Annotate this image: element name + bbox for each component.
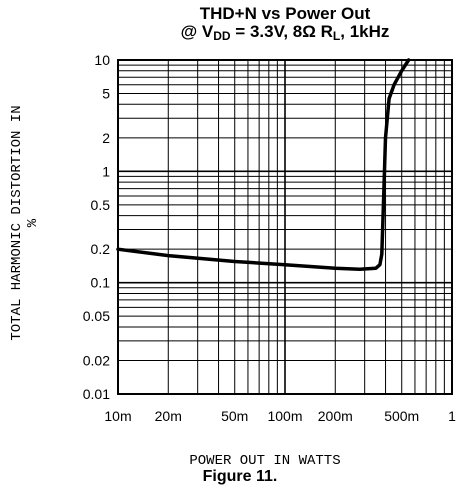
x-tick-label: 50m xyxy=(221,408,248,424)
chart-title-line1: THD+N vs Power Out xyxy=(199,4,371,23)
chart-title-line2: @ VDD = 3.3V, 8Ω RL, 1kHz xyxy=(180,22,390,43)
x-tick-label: 200m xyxy=(318,408,353,424)
y-tick-label: 0.2 xyxy=(91,241,111,257)
x-tick-label: 100m xyxy=(267,408,302,424)
y-tick-label: 0.01 xyxy=(83,386,110,402)
y-tick-label: 0.05 xyxy=(83,308,110,324)
thd-curve xyxy=(116,58,411,271)
y-tick-label: 0.02 xyxy=(83,352,110,368)
grid-lines xyxy=(118,60,452,394)
x-tick-label: 1 xyxy=(448,408,456,424)
plot-frame xyxy=(117,59,453,395)
y-tick-label: 0.1 xyxy=(91,275,111,291)
x-tick-labels: 10m 20m 50m 100m 200m 500m 1 xyxy=(104,408,456,424)
figure-caption: Figure 11. xyxy=(202,468,278,485)
y-tick-label: 0.5 xyxy=(91,197,111,213)
x-axis-label: POWER OUT IN WATTS xyxy=(189,453,341,469)
x-tick-label: 500m xyxy=(384,408,419,424)
x-tick-label: 20m xyxy=(155,408,182,424)
y-tick-label: 2 xyxy=(102,130,110,146)
major-grid-lines xyxy=(118,60,452,394)
y-tick-label: 10 xyxy=(94,52,110,68)
y-tick-labels: 10 5 2 1 0.5 0.2 0.1 0.05 0.02 0.01 xyxy=(83,52,110,402)
x-tick-label: 10m xyxy=(104,408,131,424)
y-tick-label: 5 xyxy=(102,86,110,102)
y-tick-label: 1 xyxy=(102,163,110,179)
